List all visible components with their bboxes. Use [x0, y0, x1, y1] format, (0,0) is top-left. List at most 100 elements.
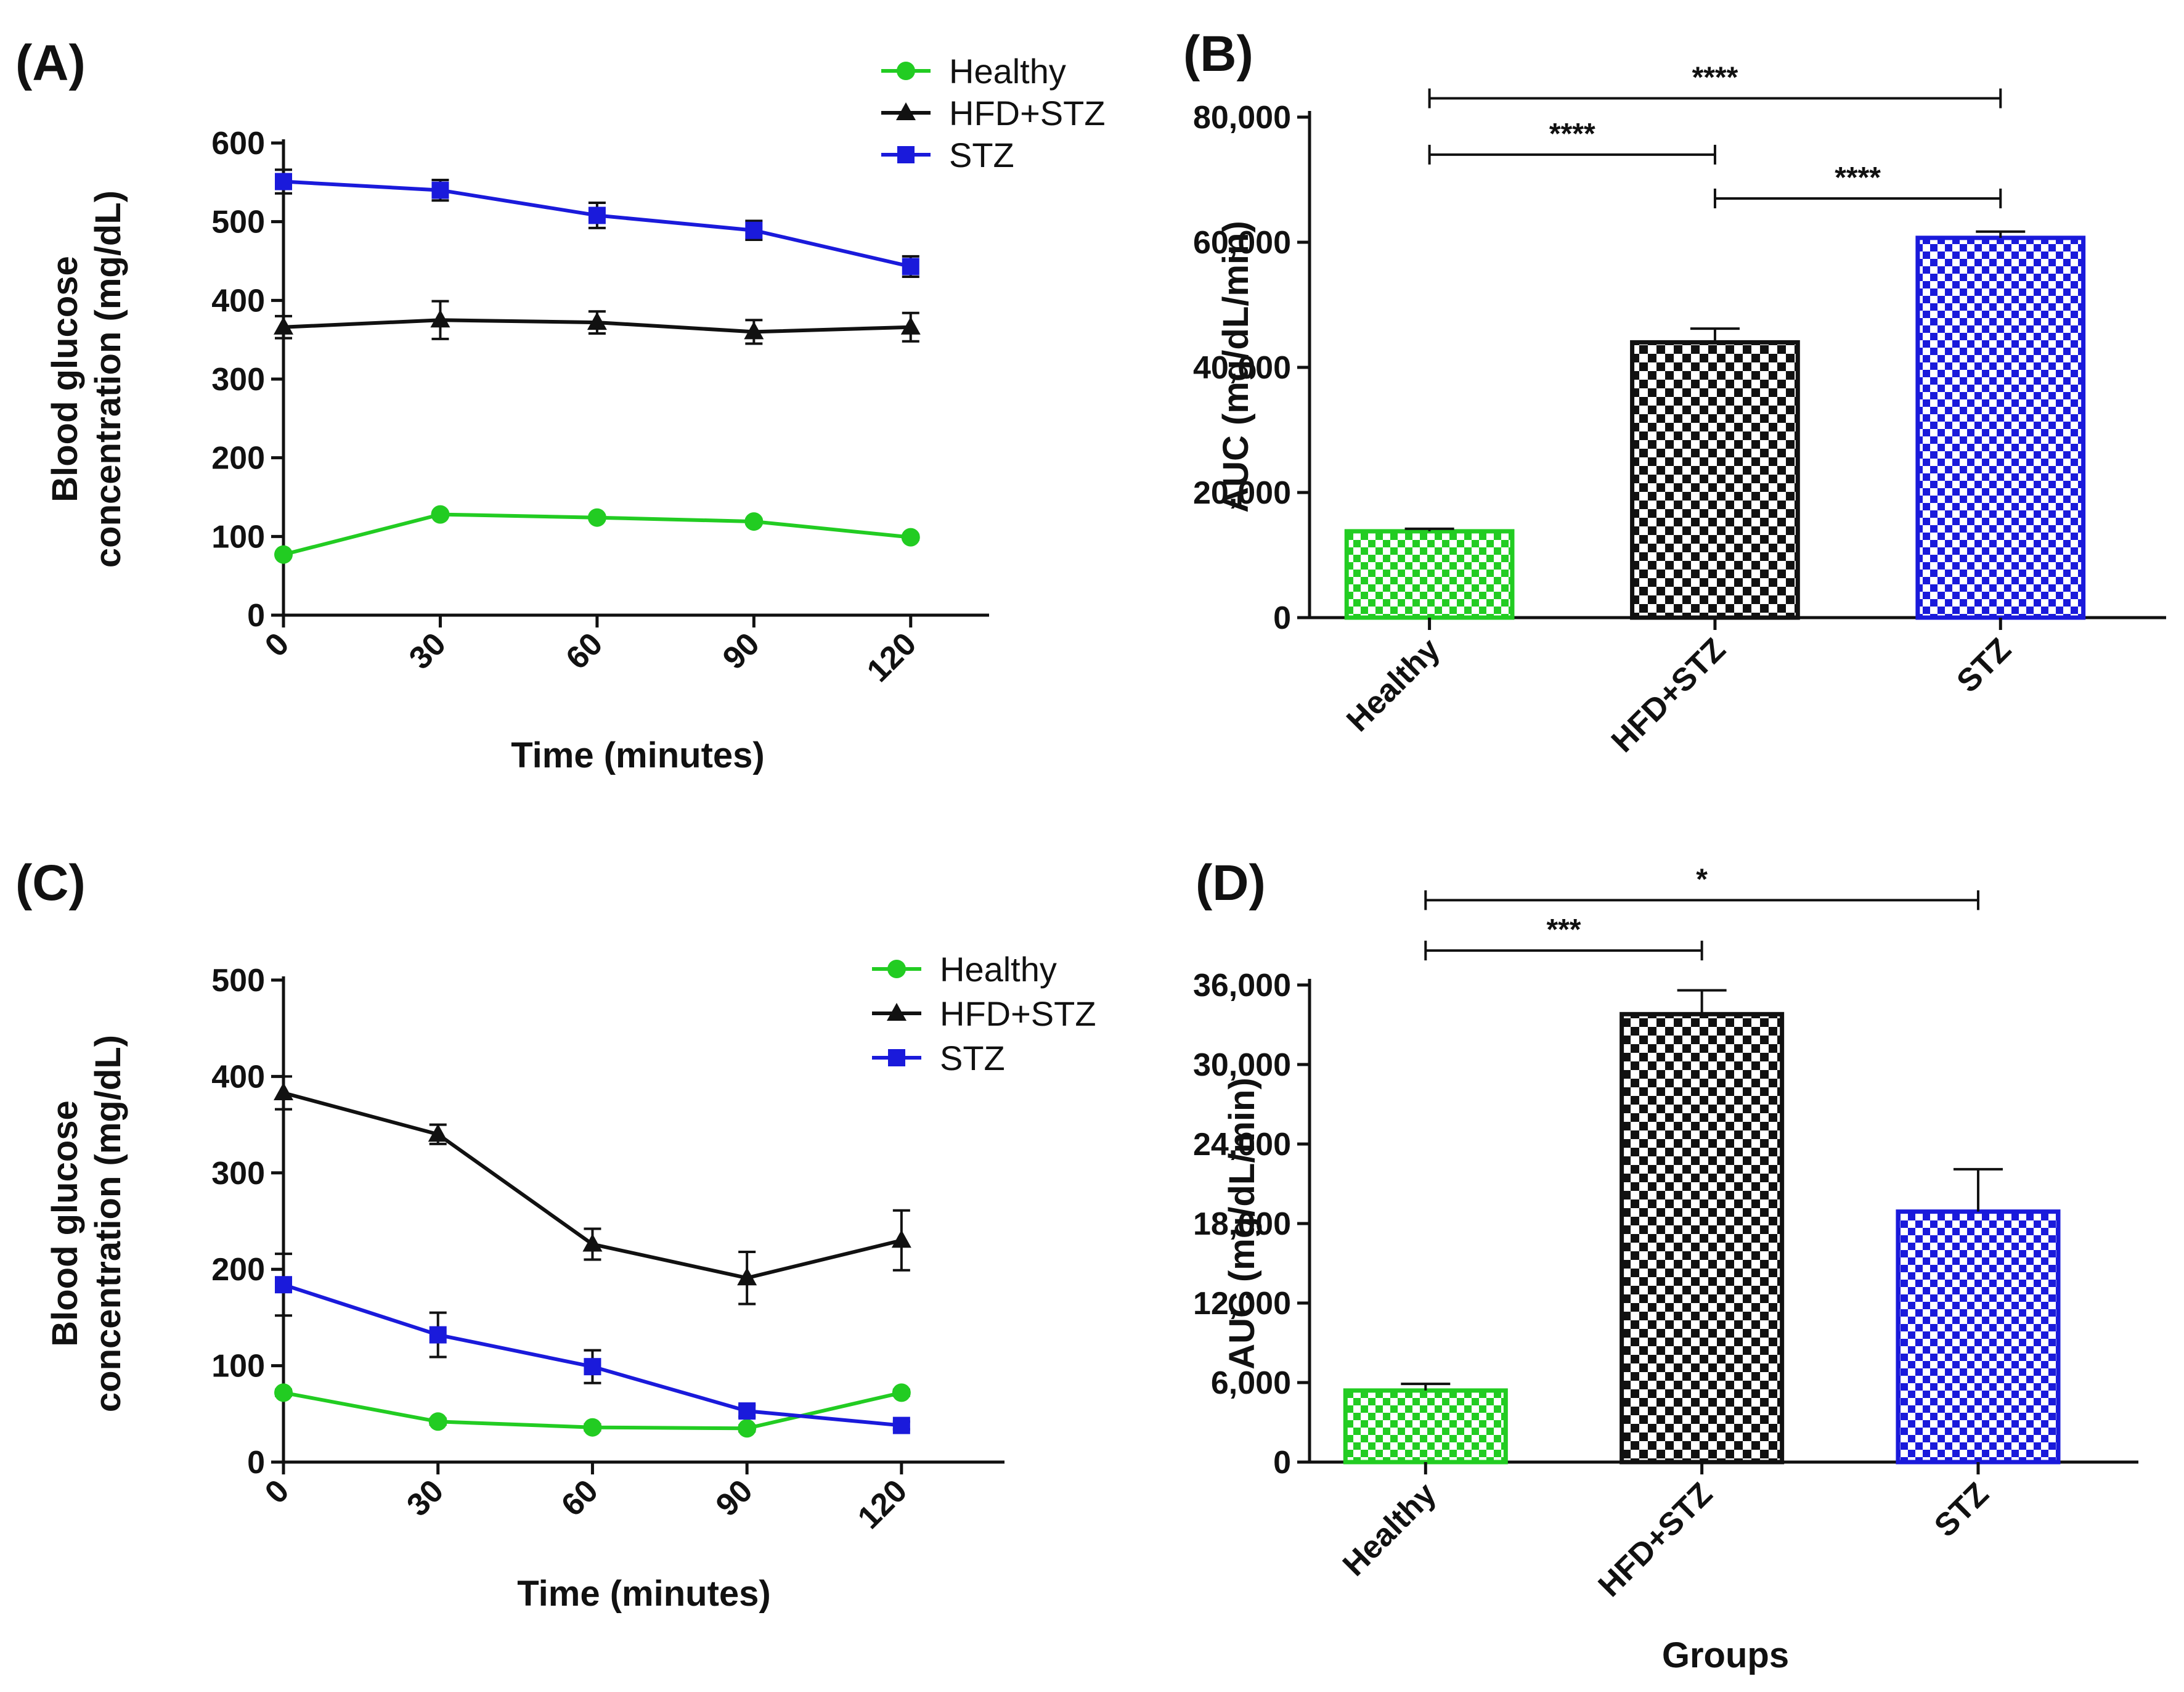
- significance-label: ****: [1549, 118, 1595, 150]
- y-tick-label: 60,000: [1193, 225, 1291, 261]
- bar-stz: [1915, 235, 2086, 620]
- data-point-triangle: [900, 316, 921, 335]
- data-point-circle: [274, 545, 293, 564]
- x-tick-label: 30: [402, 626, 453, 676]
- y-tick-label: 30,000: [1193, 1047, 1291, 1083]
- data-point-circle: [587, 508, 606, 527]
- y-tick-label: 200: [211, 1252, 265, 1288]
- data-point-square: [902, 258, 919, 276]
- panel-b-bar-chart: (B) 0 20,000 40,000 60,000 80,000 Healthy HFD+…: [1183, 26, 2166, 759]
- y-tick-label: 400: [211, 283, 265, 319]
- y-tick-label: 0: [1273, 1445, 1291, 1481]
- data-point-triangle: [274, 316, 293, 335]
- y-axis-title-line2: concentration (mg/dL): [88, 190, 128, 568]
- x-tick-label: Healthy: [1336, 1476, 1443, 1583]
- panel-d-marks: 0 6,000 12,000 18,000 24,000 30,000 36,000 Heal…: [1193, 863, 2138, 1675]
- panel-d-label: (D): [1196, 855, 1266, 911]
- x-tick-label: 90: [709, 1473, 760, 1523]
- y-tick-label: 24,000: [1193, 1127, 1291, 1163]
- y-tick-label: 500: [211, 205, 265, 240]
- panel-a-label: (A): [15, 35, 86, 91]
- y-tick-label: 200: [211, 441, 265, 476]
- y-tick-label: 100: [211, 519, 265, 555]
- legend-marker-circle: [887, 960, 906, 978]
- y-tick-label: 36,000: [1193, 968, 1291, 1003]
- x-tick-label: STZ: [1950, 631, 2018, 699]
- y-tick-label: 40,000: [1193, 350, 1291, 386]
- data-point-triangle: [430, 309, 450, 328]
- y-tick-label: 500: [211, 963, 265, 999]
- legend-label: HFD+STZ: [949, 94, 1106, 133]
- legend-marker-square: [888, 1049, 905, 1066]
- x-tick-label: 30: [400, 1473, 450, 1523]
- bar-stz: [1896, 1209, 2061, 1465]
- bar-hfdstz: [1630, 340, 1800, 620]
- data-point-square: [429, 1326, 447, 1344]
- data-point-square: [738, 1402, 756, 1420]
- y-axis-title-line1: Blood glucose: [45, 256, 85, 502]
- x-tick-label: 60: [559, 626, 609, 676]
- y-axis-title-line1: Blood glucose: [45, 1100, 85, 1347]
- x-tick-label: 120: [860, 626, 923, 689]
- bar-hfdstz: [1620, 1012, 1785, 1465]
- y-tick-label: 400: [211, 1059, 265, 1095]
- data-point-square: [275, 173, 292, 190]
- legend-marker-circle: [897, 62, 915, 80]
- data-point-square: [584, 1358, 601, 1376]
- y-tick-label: 18,000: [1193, 1206, 1291, 1242]
- data-point-square: [275, 1276, 292, 1294]
- x-tick-label: Healthy: [1340, 631, 1447, 738]
- y-tick-label: 20,000: [1193, 475, 1291, 511]
- significance-label: ****: [1692, 62, 1738, 94]
- data-point-triangle: [582, 1233, 603, 1252]
- x-tick-label: HFD+STZ: [1605, 631, 1733, 759]
- y-tick-label: 80,000: [1193, 100, 1291, 136]
- y-tick-label: 300: [211, 1156, 265, 1191]
- y-tick-label: 12,000: [1193, 1286, 1291, 1322]
- y-tick-label: 0: [247, 1445, 265, 1481]
- data-point-circle: [274, 1383, 293, 1402]
- y-axis-title-line2: concentration (mg/dL): [88, 1035, 128, 1412]
- data-point-circle: [744, 512, 764, 531]
- x-tick-label: 90: [716, 626, 767, 676]
- legend-label: Healthy: [940, 950, 1057, 989]
- x-axis-title: Groups: [1662, 1635, 1789, 1675]
- y-tick-label: 600: [211, 126, 265, 161]
- significance-label: ***: [1546, 913, 1581, 946]
- legend-marker-triangle: [887, 1003, 907, 1021]
- data-point-triangle: [737, 1267, 757, 1286]
- panel-c-label: (C): [15, 855, 86, 911]
- panel-b-marks: 0 20,000 40,000 60,000 80,000 Healthy HFD+STZ S…: [1193, 62, 2166, 759]
- data-point-triangle: [274, 1082, 293, 1100]
- data-point-triangle: [744, 321, 764, 340]
- legend-label: STZ: [949, 136, 1014, 174]
- x-tick-label: HFD+STZ: [1592, 1476, 1720, 1604]
- data-point-square: [588, 206, 606, 224]
- data-point-square: [745, 221, 763, 239]
- data-point-square: [431, 181, 449, 199]
- y-tick-label: 0: [247, 598, 265, 634]
- bar-healthy: [1343, 1388, 1508, 1465]
- data-point-circle: [892, 1383, 911, 1402]
- legend-marker-triangle: [896, 102, 916, 120]
- legend-label: STZ: [940, 1039, 1005, 1077]
- data-point-triangle: [428, 1124, 448, 1142]
- x-tick-label: 120: [851, 1473, 914, 1535]
- x-axis-title: Time (minutes): [511, 735, 764, 775]
- y-tick-label: 0: [1273, 600, 1291, 636]
- data-point-circle: [901, 528, 920, 547]
- y-axis-title: AUC (mg/dL/min): [1222, 1077, 1262, 1370]
- data-point-circle: [738, 1419, 757, 1438]
- y-tick-label: 100: [211, 1349, 265, 1384]
- significance-label: ****: [1835, 161, 1881, 194]
- x-tick-label: 60: [555, 1473, 605, 1523]
- data-point-circle: [428, 1412, 447, 1431]
- legend-marker-square: [897, 146, 915, 163]
- legend-label: HFD+STZ: [940, 994, 1096, 1033]
- y-tick-label: 300: [211, 362, 265, 398]
- x-axis-title: Time (minutes): [517, 1574, 770, 1614]
